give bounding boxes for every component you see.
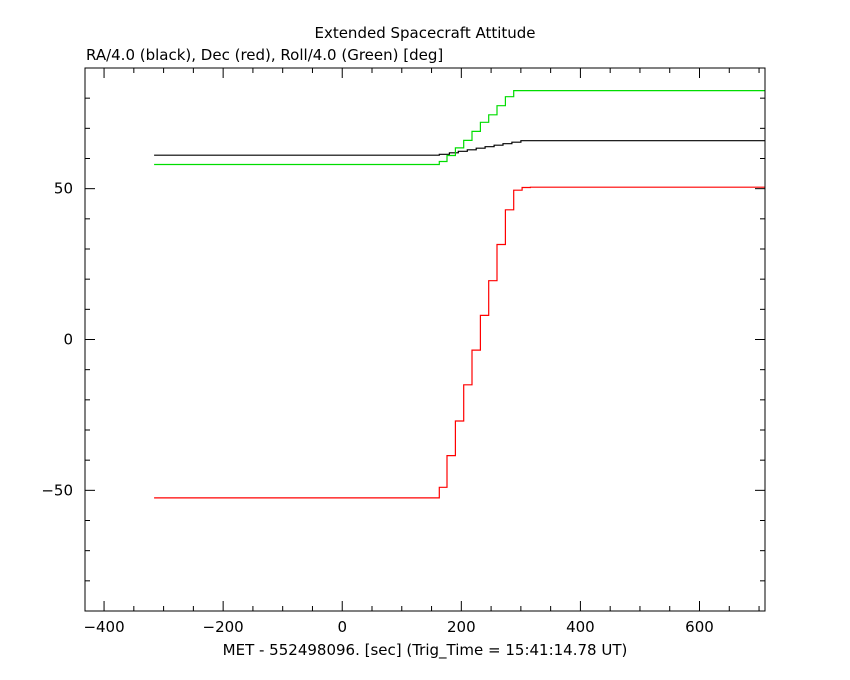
x-tick-label: 400 <box>566 618 595 636</box>
y-tick-label: 0 <box>63 331 73 349</box>
x-axis-label: MET - 552498096. [sec] (Trig_Time = 15:4… <box>223 641 628 660</box>
series-line-0 <box>154 140 765 156</box>
chart-title: Extended Spacecraft Attitude <box>314 24 535 42</box>
x-tick-label: 200 <box>447 618 476 636</box>
y-tick-label: 50 <box>54 180 73 198</box>
x-tick-label: −400 <box>83 618 124 636</box>
y-axis-label: RA/4.0 (black), Dec (red), Roll/4.0 (Gre… <box>86 46 443 64</box>
x-tick-label: 0 <box>337 618 347 636</box>
series-line-2 <box>154 90 765 166</box>
x-tick-label: 600 <box>685 618 714 636</box>
series-layer <box>154 90 765 499</box>
ticks-layer: −400 −200 0 200 400 600 −50 0 50 <box>41 68 765 636</box>
y-tick-label: −50 <box>41 481 73 499</box>
series-line-1 <box>154 186 765 499</box>
plot-frame <box>84 67 766 612</box>
x-tick-label: −200 <box>203 618 244 636</box>
